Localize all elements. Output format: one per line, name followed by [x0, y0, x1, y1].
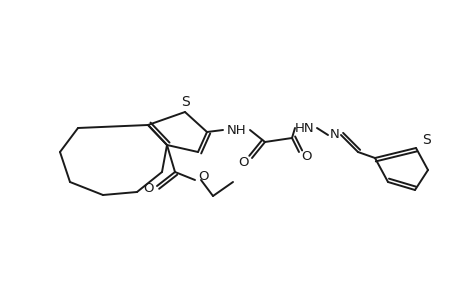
Text: NH: NH — [227, 124, 246, 136]
Text: N: N — [330, 128, 339, 142]
Text: O: O — [143, 182, 154, 196]
Text: S: S — [181, 95, 190, 109]
Text: S: S — [422, 133, 431, 147]
Text: O: O — [301, 149, 312, 163]
Text: HN: HN — [295, 122, 314, 134]
Text: O: O — [238, 155, 249, 169]
Text: O: O — [198, 169, 209, 182]
